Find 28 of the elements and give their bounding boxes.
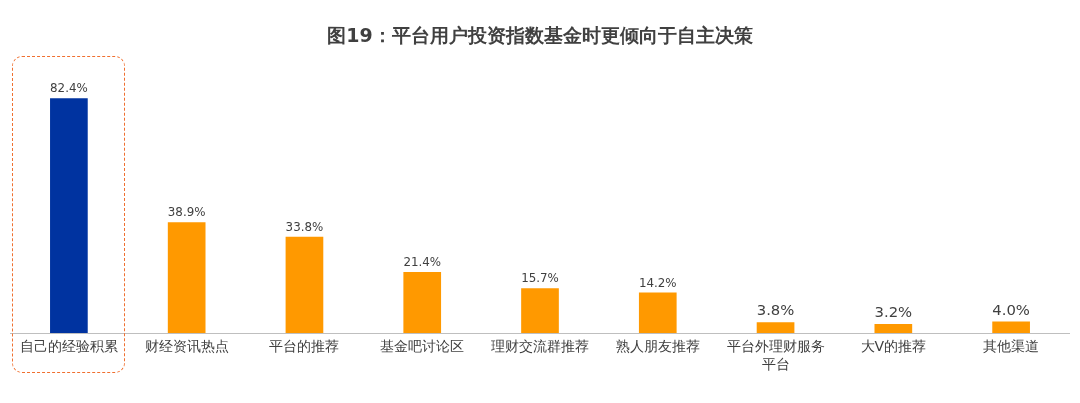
data-label: 4.0%	[992, 300, 1030, 318]
x-tick-label: 理财交流群推荐	[491, 337, 589, 354]
data-label: 33.8%	[285, 219, 324, 234]
data-label: 82.4%	[50, 81, 88, 96]
chart-title: 图19：平台用户投资指数基金时更倾向于自主决策	[327, 23, 753, 46]
x-tick-label: 财经资讯热点	[144, 337, 229, 354]
data-label: 38.9%	[167, 205, 206, 220]
data-label: 3.2%	[874, 303, 913, 321]
bar	[756, 322, 795, 333]
x-tick-label: 基金吧讨论区	[380, 337, 465, 354]
x-tick-label: 大V的推荐	[860, 337, 927, 354]
data-label: 14.2%	[638, 275, 677, 290]
bar	[403, 272, 442, 333]
data-label: 3.8%	[756, 301, 795, 319]
x-tick-label: 其他渠道	[983, 337, 1040, 354]
data-label: 15.7%	[521, 271, 559, 286]
bar	[638, 292, 677, 333]
x-tick-label: 熟人朋友推荐	[615, 337, 700, 354]
bar	[167, 222, 206, 333]
x-tick-label: 平台的推荐	[269, 337, 340, 354]
bar	[874, 323, 913, 333]
bar	[285, 236, 324, 333]
x-tick-label: 平台外理财服务平台	[726, 337, 825, 372]
x-tick-label: 自己的经验积累	[19, 337, 118, 354]
data-label: 21.4%	[403, 255, 442, 270]
bar	[50, 98, 88, 333]
bar	[992, 321, 1030, 333]
bar	[521, 288, 559, 333]
